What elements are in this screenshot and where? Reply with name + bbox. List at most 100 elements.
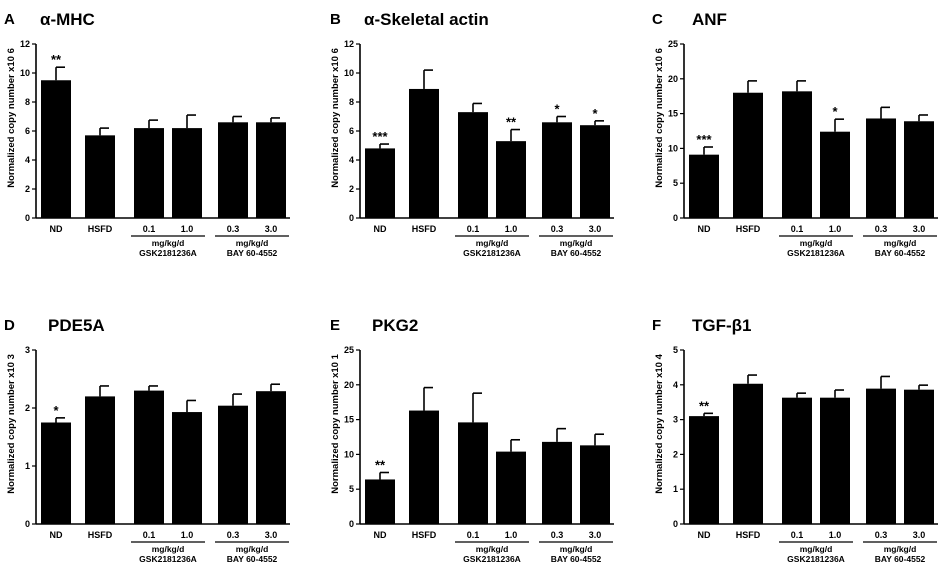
bar-nd xyxy=(689,416,719,524)
y-tick-label: 5 xyxy=(673,178,678,188)
panel-title: PKG2 xyxy=(372,316,418,335)
category-label: 1.0 xyxy=(829,530,842,540)
panel-d: D PDE5A 0 1 2 3 Normalized copy number x10 3 * ND… xyxy=(4,316,290,564)
group-name-label: BAY 60-4552 xyxy=(551,554,602,564)
bar-03 xyxy=(866,118,896,218)
category-label: 3.0 xyxy=(589,224,602,234)
y-tick-label: 25 xyxy=(668,39,678,49)
y-axis-label: Normalized copy number xyxy=(654,74,665,188)
panel-title: α-MHC xyxy=(40,10,95,29)
bar-03 xyxy=(218,122,248,218)
y-tick-label: 8 xyxy=(25,97,30,107)
panel-letter: F xyxy=(652,317,661,334)
bar-03 xyxy=(542,122,572,218)
group-name-label: BAY 60-4552 xyxy=(875,248,926,258)
category-label: HSFD xyxy=(412,224,437,234)
category-label: 0.3 xyxy=(227,224,240,234)
category-label: 0.1 xyxy=(143,224,156,234)
y-tick-label: 20 xyxy=(668,74,678,84)
panel-title: ANF xyxy=(692,10,727,29)
category-label: 1.0 xyxy=(181,530,194,540)
bar-nd xyxy=(689,154,719,218)
bar-10 xyxy=(820,131,850,218)
category-label: 1.0 xyxy=(829,224,842,234)
y-tick-label: 4 xyxy=(673,380,678,390)
category-label: 0.3 xyxy=(227,530,240,540)
panel-letter: D xyxy=(4,317,15,334)
y-tick-label: 10 xyxy=(20,68,30,78)
y-tick-label: 15 xyxy=(344,415,354,425)
panel-letter: E xyxy=(330,317,340,334)
bar-30 xyxy=(580,125,610,218)
y-tick-label: 6 xyxy=(349,126,354,136)
y-axis-label: Normalized copy number xyxy=(6,380,17,494)
group-unit-label: mg/kg/d xyxy=(884,544,917,554)
y-tick-label: 4 xyxy=(349,155,354,165)
group-name-label: GSK2181236A xyxy=(139,248,197,258)
bar-30 xyxy=(256,391,286,524)
bar-01 xyxy=(782,397,812,524)
significance-marker: * xyxy=(832,104,838,119)
bar-01 xyxy=(134,128,164,218)
category-label: HSFD xyxy=(412,530,437,540)
panel-letter: C xyxy=(652,11,663,28)
y-tick-label: 10 xyxy=(668,143,678,153)
category-label: 0.1 xyxy=(791,224,804,234)
category-label: 0.1 xyxy=(791,530,804,540)
group-unit-label: mg/kg/d xyxy=(236,238,269,248)
y-tick-label: 2 xyxy=(25,184,30,194)
y-axis-label: Normalized copy number xyxy=(330,380,341,494)
bar-hsfd xyxy=(733,92,763,218)
y-axis-exponent: x10 1 xyxy=(330,353,341,377)
bar-hsfd xyxy=(85,396,115,524)
y-tick-label: 2 xyxy=(25,403,30,413)
panel-title: PDE5A xyxy=(48,316,105,335)
y-axis-exponent: x10 3 xyxy=(6,354,17,378)
category-label: 3.0 xyxy=(265,530,278,540)
category-label: 3.0 xyxy=(589,530,602,540)
bar-10 xyxy=(172,412,202,524)
bar-hsfd xyxy=(85,135,115,218)
significance-marker: * xyxy=(53,403,59,418)
significance-marker: * xyxy=(592,106,598,121)
bar-10 xyxy=(172,128,202,218)
group-unit-label: mg/kg/d xyxy=(476,544,509,554)
significance-marker: ** xyxy=(699,398,710,413)
bar-10 xyxy=(496,451,526,524)
y-axis-exponent: x10 6 xyxy=(654,48,665,72)
category-label: 0.1 xyxy=(467,530,480,540)
bar-nd xyxy=(365,148,395,218)
group-name-label: GSK2181236A xyxy=(787,554,845,564)
category-label: ND xyxy=(698,224,711,234)
y-tick-label: 5 xyxy=(673,345,678,355)
category-label: ND xyxy=(374,224,387,234)
y-tick-label: 10 xyxy=(344,68,354,78)
group-name-label: GSK2181236A xyxy=(463,554,521,564)
bar-01 xyxy=(458,112,488,218)
panel-f: F TGF-β1 0 1 2 3 4 5 Normalized copy number x10 4… xyxy=(652,316,938,564)
y-tick-label: 0 xyxy=(349,519,354,529)
bar-01 xyxy=(782,91,812,218)
y-tick-label: 4 xyxy=(25,155,30,165)
panel-c: C ANF 0 5 10 15 20 25 Normalized copy number x10 … xyxy=(652,10,938,258)
bar-03 xyxy=(218,405,248,524)
bar-30 xyxy=(904,121,934,218)
significance-marker: *** xyxy=(372,129,388,144)
category-label: 0.1 xyxy=(143,530,156,540)
y-tick-label: 12 xyxy=(20,39,30,49)
significance-marker: ** xyxy=(506,115,517,130)
bar-01 xyxy=(458,422,488,524)
y-tick-label: 20 xyxy=(344,380,354,390)
group-name-label: GSK2181236A xyxy=(139,554,197,564)
category-label: 3.0 xyxy=(913,530,926,540)
category-label: 1.0 xyxy=(505,224,518,234)
y-axis-label: Normalized copy number xyxy=(654,380,665,494)
group-unit-label: mg/kg/d xyxy=(560,544,593,554)
significance-marker: * xyxy=(554,102,560,117)
category-label: 1.0 xyxy=(181,224,194,234)
group-name-label: BAY 60-4552 xyxy=(551,248,602,258)
group-name-label: GSK2181236A xyxy=(787,248,845,258)
